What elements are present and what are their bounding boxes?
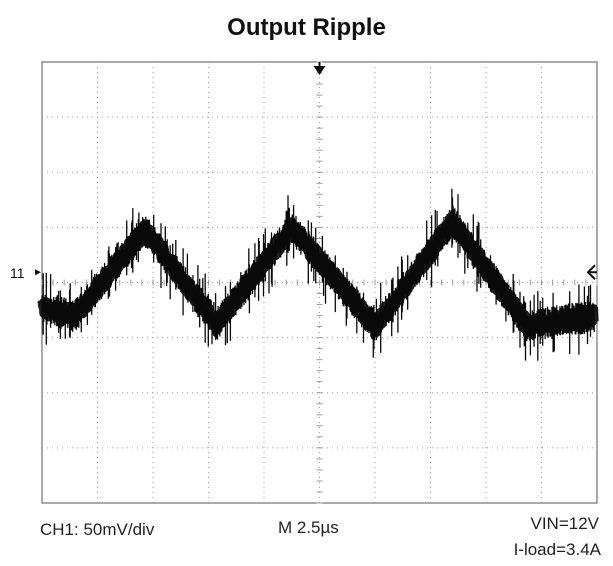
vin-label: VIN=12V [530,514,599,533]
channel-marker-arrow-icon [35,269,41,276]
trigger-position-arrow-icon [313,66,326,75]
channel-marker-label: 11 [10,265,25,281]
ripple-waveform-body [37,211,599,338]
ripple-waveform [41,188,595,361]
ripple-trace [37,188,599,361]
timebase-label: M 2.5µs [278,518,339,537]
chart-title: Output Ripple [227,14,386,41]
iload-label: I-load=3.4A [513,540,601,559]
channel-scale-label: CH1: 50mV/div [40,520,155,539]
markers: 11 [10,62,597,281]
